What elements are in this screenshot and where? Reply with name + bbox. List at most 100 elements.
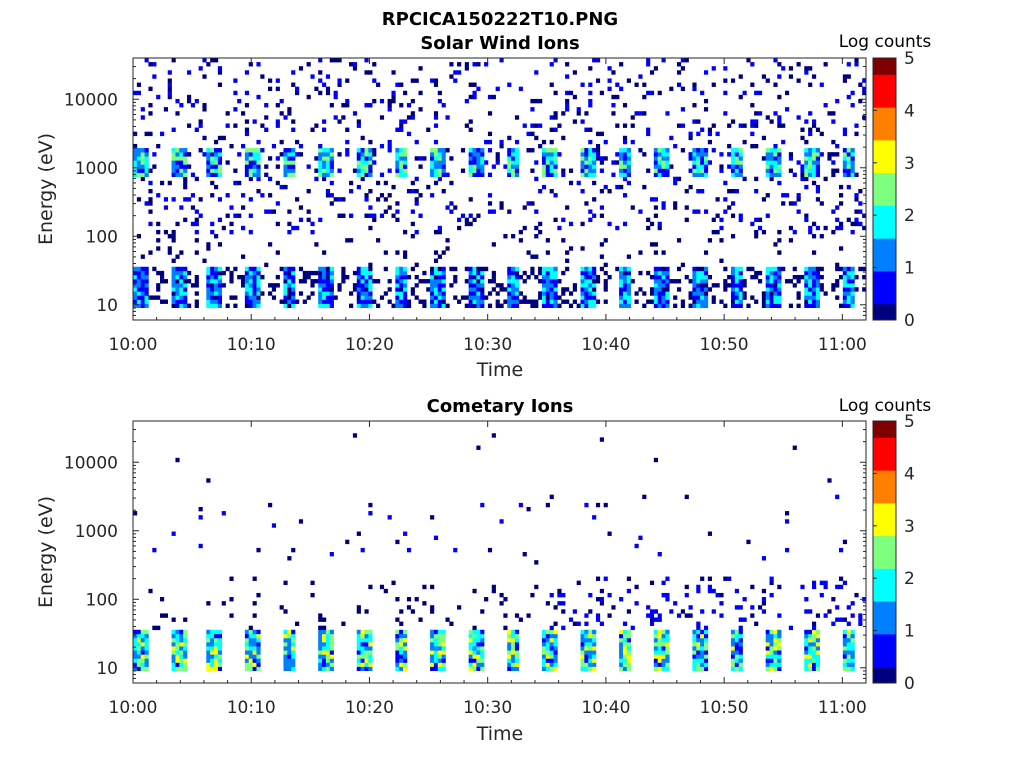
heatmap-cell [418,213,423,218]
heatmap-cell [565,103,570,108]
heatmap-cell [700,576,705,581]
heatmap-cell [653,274,658,280]
heatmap-cell [426,287,431,292]
heatmap-cell [437,666,442,672]
heatmap-cell [580,295,585,300]
heatmap-cell [588,90,593,96]
heatmap-cell [368,156,373,161]
heatmap-cell [723,576,728,581]
heatmap-cell [507,156,512,161]
heatmap-cell [468,279,473,284]
heatmap-cell [684,494,689,500]
heatmap-cell [318,617,323,622]
heatmap-cell [808,172,813,178]
heatmap-cell [464,221,469,227]
heatmap-cell [588,299,593,304]
heatmap-cell [217,242,223,247]
heatmap-cell [202,135,207,141]
colorbar-swatch [873,107,896,112]
heatmap-cell [364,642,369,647]
heatmap-cell [773,299,778,304]
heatmap-cell [808,225,813,231]
heatmap-cell [399,299,404,304]
heatmap-cell [858,201,863,206]
heatmap-cell [295,621,300,626]
heatmap-cell [144,291,149,296]
heatmap-cell [464,62,469,67]
heatmap-cell [553,646,558,651]
heatmap-cell [445,617,450,622]
heatmap-cell [144,279,149,284]
heatmap-cell [634,543,639,549]
heatmap-cell [171,168,176,173]
heatmap-cell [252,291,257,296]
heatmap-cell [325,283,331,288]
heatmap-cell [572,287,577,292]
heatmap-cell [325,270,331,276]
colorbar-swatch [873,535,896,541]
heatmap-cell [646,168,651,173]
heatmap-cell [136,172,142,178]
heatmap-cell [198,197,203,202]
heatmap-cell [553,152,558,157]
heatmap-cell [649,90,655,96]
colorbar-swatch [873,658,896,664]
heatmap-cell [183,617,188,622]
heatmap-cell [283,164,288,169]
heatmap-cell [395,148,400,153]
heatmap-cell [364,650,369,655]
heatmap-cell [160,597,165,602]
heatmap-cell [318,633,323,639]
heatmap-cell [291,172,296,178]
heatmap-cell [136,82,142,87]
heatmap-cell [140,270,145,276]
heatmap-cell [437,629,442,635]
heatmap-cell [472,633,477,639]
heatmap-cell [287,164,292,169]
heatmap-cell [252,164,257,169]
heatmap-cell [441,274,446,280]
heatmap-cell [665,148,670,153]
heatmap-cell [487,139,493,145]
heatmap-cell [796,303,801,309]
heatmap-cell [252,303,257,309]
heatmap-cell [395,250,400,255]
heatmap-cell [175,172,180,178]
heatmap-cell [499,58,504,63]
heatmap-cell [649,274,655,280]
heatmap-cell [171,666,176,672]
heatmap-cell [730,633,736,639]
heatmap-cell [480,164,485,169]
heatmap-cell [468,197,473,202]
heatmap-cell [356,148,361,153]
heatmap-cell [460,148,466,153]
heatmap-cell [214,172,219,178]
heatmap-cell [175,637,180,643]
heatmap-cell [769,303,774,309]
heatmap-cell [700,148,705,153]
heatmap-cell [815,629,821,635]
heatmap-cell [630,625,635,631]
heatmap-cell [345,98,350,104]
heatmap-cell [136,629,142,635]
heatmap-cell [622,642,628,647]
heatmap-cell [553,287,558,292]
heatmap-cell [341,279,346,284]
heatmap-cell [514,629,520,635]
heatmap-cell [480,295,485,300]
heatmap-cell [194,238,199,243]
heatmap-cell [441,666,446,672]
heatmap-cell [514,139,520,145]
heatmap-cell [511,270,516,276]
heatmap-cell [595,156,601,161]
heatmap-cell [283,303,288,309]
heatmap-cell [730,666,736,672]
heatmap-cell [730,160,736,165]
colorbar-swatch [873,592,896,598]
heatmap-cell [487,94,493,100]
heatmap-cell [430,274,435,280]
heatmap-cell [796,295,801,300]
heatmap-cell [356,605,361,610]
heatmap-cell [661,662,666,667]
heatmap-cell [773,637,778,643]
